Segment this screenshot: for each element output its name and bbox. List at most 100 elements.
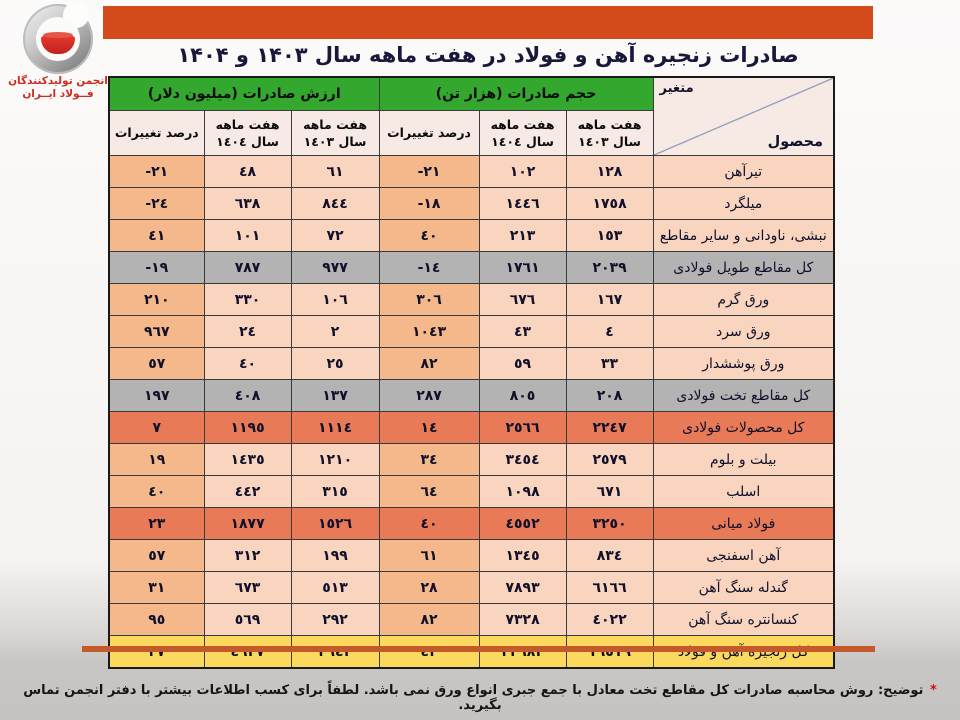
logo-text: انجمن تولیدکنندگان فــولاد ایــران [6, 75, 110, 101]
value-change-cell: ٩٥ [108, 603, 205, 636]
header-volume-1403: هفت ماهه سال ١٤٠٣ [565, 110, 654, 156]
value-1404-cell: ٤٨ [203, 155, 292, 188]
logo: انجمن تولیدکنندگان فــولاد ایــران [6, 2, 110, 101]
footnote-label: توضیح: [877, 683, 924, 698]
table-wrap: متغیر محصول حجم صادرات (هزار تن) ارزش صا… [108, 76, 836, 669]
value-1403-cell: ٩٧٧ [290, 251, 380, 284]
volume-1403-cell: ٣٣ [565, 347, 654, 380]
volume-1403-cell: ١٧٥٨ [565, 187, 654, 220]
table-row: گندله سنگ آهن ٦١٦٦ ٧٨٩٣ ٢٨ ٥١٣ ٦٧٣ ٣١ [108, 571, 835, 604]
product-cell: ورق گرم [652, 283, 835, 316]
product-cell: تیرآهن [652, 155, 835, 188]
volume-1403-cell: ٢٠٣٩ [565, 251, 654, 284]
product-cell: میلگرد [652, 187, 835, 220]
volume-1404-cell: ٢١٣ [478, 219, 567, 252]
value-1404-cell: ١٠١ [203, 219, 292, 252]
logo-red-bowl [41, 32, 75, 54]
footnote: * توضیح: روش محاسبه صادرات کل مقاطع تخت … [0, 683, 960, 713]
table-group-header-row: متغیر محصول حجم صادرات (هزار تن) ارزش صا… [108, 76, 835, 156]
volume-1403-cell: ٤٠٢٢ [565, 603, 654, 636]
header-volume-change: درصد تغییرات [378, 110, 480, 156]
product-cell: آهن اسفنجی [652, 539, 835, 572]
value-1404-cell: ٦٣٨ [203, 187, 292, 220]
volume-1404-cell: ١٠٢ [478, 155, 567, 188]
table-row: فولاد میانی ٣٢٥٠ ٤٥٥٢ ٤٠ ١٥٢٦ ١٨٧٧ ٢٣ [108, 507, 835, 540]
table-sub-header-row: هفت ماهه سال ١٤٠٣ هفت ماهه سال ١٤٠٤ درصد… [108, 110, 834, 156]
product-cell: کل مقاطع طویل فولادی [652, 251, 835, 284]
value-1404-cell: ٤٤٢ [203, 475, 292, 508]
value-change-cell: ٢٣ [108, 507, 205, 540]
volume-1403-cell: ٣٢٥٠ [565, 507, 654, 540]
volume-change-cell: -٢١ [378, 155, 480, 188]
volume-change-cell: ٣٠٦ [378, 283, 480, 316]
volume-1404-cell: ٨٠٥ [478, 379, 567, 412]
exports-table: متغیر محصول حجم صادرات (هزار تن) ارزش صا… [108, 76, 836, 669]
header-volume-group: حجم صادرات (هزار تن) [378, 76, 654, 111]
product-cell: کل مقاطع تخت فولادی [652, 379, 835, 412]
value-change-cell: ٥٧ [108, 347, 205, 380]
volume-change-cell: ١٠٤٣ [378, 315, 480, 348]
volume-1404-cell: ٣٤٥٤ [478, 443, 567, 476]
value-1404-cell: ٤٠ [203, 347, 292, 380]
value-1403-cell: ١٣٧ [290, 379, 380, 412]
volume-change-cell: ٨٢ [378, 603, 480, 636]
value-1403-cell: ١١١٤ [290, 411, 380, 444]
volume-1403-cell: ٨٣٤ [565, 539, 654, 572]
product-cell: اسلب [652, 475, 835, 508]
value-1404-cell: ٥٦٩ [203, 603, 292, 636]
product-cell: نبشی، ناودانی و سایر مقاطع [652, 219, 835, 252]
value-change-cell: ٣١ [108, 571, 205, 604]
volume-1404-cell: ٦٧٦ [478, 283, 567, 316]
volume-change-cell: -١٨ [378, 187, 480, 220]
value-change-cell: ١٩ [108, 443, 205, 476]
table-row: آهن اسفنجی ٨٣٤ ١٣٤٥ ٦١ ١٩٩ ٣١٢ ٥٧ [108, 539, 835, 572]
table-row: کل مقاطع تخت فولادی ٢٠٨ ٨٠٥ ٢٨٧ ١٣٧ ٤٠٨ … [108, 379, 835, 412]
header-value-group: ارزش صادرات (میلیون دلار) [108, 76, 380, 111]
table-row: کل مقاطع طویل فولادی ٢٠٣٩ ١٧٦١ -١٤ ٩٧٧ ٧… [108, 251, 835, 284]
value-1403-cell: ٥١٣ [290, 571, 380, 604]
corner-cell: متغیر محصول [652, 76, 835, 156]
value-change-cell: ٢١٠ [108, 283, 205, 316]
value-1404-cell: ٦٧٣ [203, 571, 292, 604]
table-row: تیرآهن ١٢٨ ١٠٢ -٢١ ٦١ ٤٨ -٢١ [108, 155, 835, 188]
product-cell: گندله سنگ آهن [652, 571, 835, 604]
value-1403-cell: ٢٩٢ [290, 603, 380, 636]
steel-association-logo-icon [23, 2, 93, 74]
title-bar [103, 6, 873, 39]
table-row: ورق سرد ٤ ٤٣ ١٠٤٣ ٢ ٢٤ ٩٦٧ [108, 315, 835, 348]
header-volume-1404: هفت ماهه سال ١٤٠٤ [478, 110, 567, 156]
logo-inner-circle [36, 17, 80, 61]
page-title: صادرات زنجیره آهن و فولاد در هفت ماهه سا… [177, 43, 799, 67]
value-change-cell: -١٩ [108, 251, 205, 284]
volume-1404-cell: ١٣٤٥ [478, 539, 567, 572]
volume-1403-cell: ١٦٧ [565, 283, 654, 316]
product-cell: ورق سرد [652, 315, 835, 348]
value-1403-cell: ١٠٦ [290, 283, 380, 316]
table-row: نبشی، ناودانی و سایر مقاطع ١٥٣ ٢١٣ ٤٠ ٧٢… [108, 219, 835, 252]
value-1404-cell: ٣١٢ [203, 539, 292, 572]
volume-change-cell: ٨٢ [378, 347, 480, 380]
logo-text-line1: انجمن تولیدکنندگان [8, 75, 108, 87]
value-1403-cell: ٧٢ [290, 219, 380, 252]
volume-1403-cell: ١٢٨ [565, 155, 654, 188]
volume-change-cell: ٦١ [378, 539, 480, 572]
value-1404-cell: ١٤٣٥ [203, 443, 292, 476]
table-row: میلگرد ١٧٥٨ ١٤٤٦ -١٨ ٨٤٤ ٦٣٨ -٢٤ [108, 187, 835, 220]
value-change-cell: -٢١ [108, 155, 205, 188]
value-1404-cell: ٧٨٧ [203, 251, 292, 284]
value-1403-cell: ١٥٢٦ [290, 507, 380, 540]
volume-change-cell: ٢٨ [378, 571, 480, 604]
value-1404-cell: ٢٤ [203, 315, 292, 348]
value-change-cell: ٧ [108, 411, 205, 444]
bottom-divider [82, 646, 875, 652]
header-value-change: درصد تغییرات [108, 110, 205, 156]
volume-1404-cell: ٧٨٩٣ [478, 571, 567, 604]
volume-1404-cell: ٤٣ [478, 315, 567, 348]
table-row: اسلب ٦٧١ ١٠٩٨ ٦٤ ٣١٥ ٤٤٢ ٤٠ [108, 475, 835, 508]
volume-1404-cell: ١٧٦١ [478, 251, 567, 284]
value-1403-cell: ١٢١٠ [290, 443, 380, 476]
volume-change-cell: -١٤ [378, 251, 480, 284]
volume-1403-cell: ٤ [565, 315, 654, 348]
table-row: ورق گرم ١٦٧ ٦٧٦ ٣٠٦ ١٠٦ ٣٣٠ ٢١٠ [108, 283, 835, 316]
